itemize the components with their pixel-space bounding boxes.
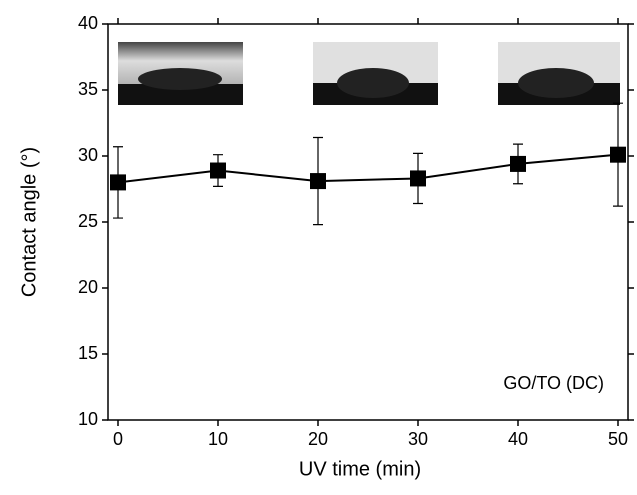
y-axis-label: Contact angle (°): [18, 147, 40, 297]
annotation: GO/TO (DC): [503, 373, 604, 393]
data-point: [510, 155, 526, 172]
data-point: [110, 174, 126, 191]
inset-image: [498, 42, 620, 105]
x-tick-label: 10: [208, 429, 228, 449]
x-tick-label: 40: [508, 429, 528, 449]
y-tick-label: 20: [78, 277, 98, 297]
data-point: [210, 162, 226, 179]
y-tick-label: 25: [78, 211, 98, 231]
data-point: [410, 170, 426, 187]
y-tick-label: 15: [78, 343, 98, 363]
x-tick-label: 30: [408, 429, 428, 449]
y-tick-label: 40: [78, 13, 98, 33]
inset-image: [313, 42, 438, 105]
inset-image: [118, 42, 243, 105]
data-line: [117, 153, 619, 184]
x-tick-label: 50: [608, 429, 628, 449]
x-axis-label: UV time (min): [299, 458, 421, 480]
y-tick-label: 30: [78, 145, 98, 165]
data-point: [610, 146, 626, 163]
x-tick-label: 0: [113, 429, 123, 449]
y-tick-label: 10: [78, 409, 98, 429]
y-tick-label: 35: [78, 79, 98, 99]
data-point: [310, 173, 326, 190]
x-tick-label: 20: [308, 429, 328, 449]
